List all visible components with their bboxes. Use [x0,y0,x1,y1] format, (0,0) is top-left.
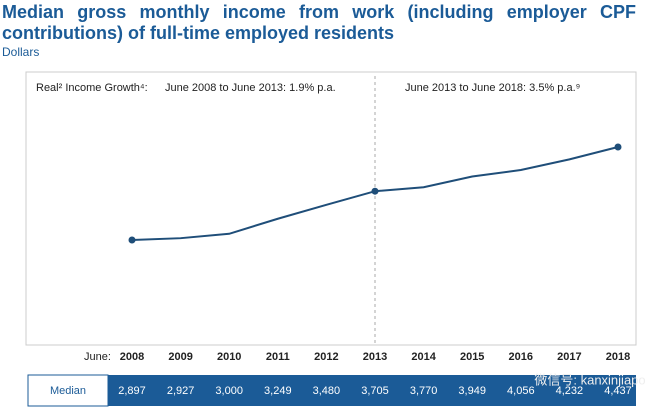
table-value: 3,705 [361,385,389,397]
x-tick-label: 2010 [217,351,241,363]
x-tick-label: 2012 [314,351,338,363]
x-tick-label: 2008 [120,351,144,363]
table-value: 3,480 [313,385,341,397]
x-tick-label: 2017 [557,351,581,363]
watermark: 微信号: kanxinjiapo [534,372,645,387]
table-value: 3,000 [215,385,243,397]
data-point [371,187,379,195]
table-value: 4,437 [604,385,632,397]
data-point [614,143,622,151]
table-value: 3,770 [410,385,438,397]
plot-frame [25,71,637,346]
x-tick-label: 2016 [509,351,533,363]
annotation: June 2008 to June 2013: 1.9% p.a. [165,82,336,94]
x-tick-label: 2014 [411,351,436,363]
table-value-row [108,375,636,406]
table-value: 3,949 [458,385,486,397]
annotation: Real² Income Growth⁴: [36,82,148,94]
table-value: 4,232 [556,385,584,397]
table-value: 4,056 [507,385,535,397]
x-axis-label: June: [84,351,111,363]
chart-subtitle: Dollars [2,45,40,59]
table-value: 3,249 [264,385,292,397]
x-tick-label: 2018 [606,351,630,363]
chart-title: Median gross monthly income from work (i… [2,2,636,43]
table-header-cell [27,374,109,407]
table-value: 2,897 [118,385,146,397]
x-tick-label: 2015 [460,351,484,363]
x-tick-label: 2009 [168,351,192,363]
row-label: Median [50,385,86,397]
data-point [128,236,136,244]
x-tick-label: 2013 [363,351,387,363]
annotation: June 2013 to June 2018: 3.5% p.a.⁹ [405,82,580,94]
table-value: 2,927 [167,385,195,397]
x-tick-label: 2011 [266,351,290,363]
